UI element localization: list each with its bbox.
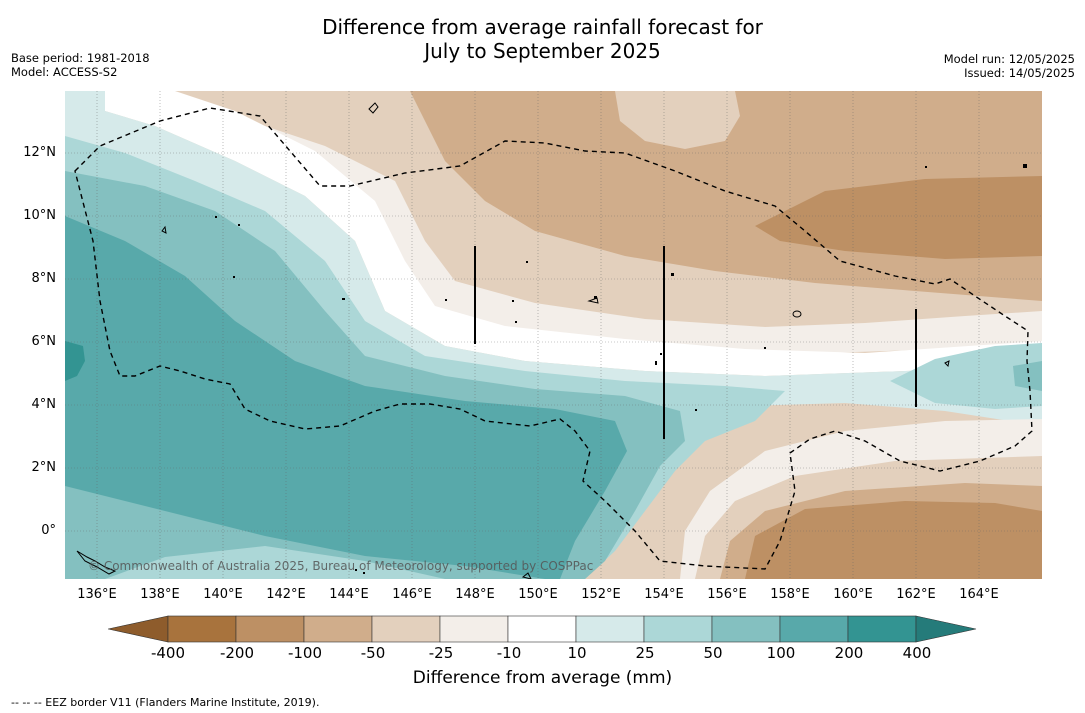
colorbar-title: Difference from average (mm) [412,668,673,688]
model-name: Model: ACCESS-S2 [11,65,118,79]
x-tick-label: 146°E [392,587,432,602]
colorbar-cell [303,615,373,643]
issued-date: Issued: 14/05/2025 [964,66,1075,80]
colorbar-cell [847,615,917,643]
colorbar-over-arrow [915,615,977,643]
wet-zone-50-east [1013,361,1042,391]
colorbar-cell [235,615,305,643]
x-tick-label: 138°E [140,587,180,602]
map-title-line1: Difference from average rainfall forecas… [322,15,763,39]
wet-zone-200 [65,341,85,381]
dry-zone-north-pocket [615,91,740,149]
y-tick-label: 12°N [23,145,56,160]
colorbar-label: 25 [635,644,655,662]
colorbar-cell [167,615,237,643]
island-outlines [76,102,950,579]
colorbar-label: -10 [496,644,522,662]
colorbar-cell [711,615,781,643]
x-tick-label: 158°E [770,587,810,602]
dry-zone-200 [755,176,1042,259]
x-tick-label: 148°E [455,587,495,602]
eez-legend-note: -- -- -- EEZ border V11 (Flanders Marine… [11,696,320,709]
x-tick-label: 164°E [959,587,999,602]
x-tick-label: 144°E [329,587,369,602]
copyright-notice: © Commonwealth of Australia 2025, Bureau… [88,559,594,573]
colorbar-cell [779,615,849,643]
y-tick-label: 10°N [23,208,56,223]
colorbar-under-arrow [108,615,169,643]
wet-zone-100 [65,216,627,579]
colorbar-label: -400 [150,644,186,662]
colorbar-cell [371,615,441,643]
island-dots [215,164,1027,574]
colorbar-label: 400 [902,644,932,662]
colorbar-cell [507,615,577,643]
base-period: Base period: 1981-2018 [11,51,150,65]
x-tick-label: 162°E [896,587,936,602]
y-tick-label: 0° [41,523,56,538]
wet-zone-25-east [890,343,1042,409]
colorbar-label: 10 [567,644,587,662]
y-tick-label: 8°N [31,271,57,286]
y-tick-label: 2°N [31,460,57,475]
colorbar-label: 50 [703,644,723,662]
colorbar [108,615,977,643]
colorbar-cell [575,615,645,643]
colorbar-label: -100 [287,644,323,662]
x-tick-label: 154°E [644,587,684,602]
y-tick-label: 6°N [31,334,57,349]
colorbar-label: 100 [766,644,796,662]
colorbar-label: 200 [834,644,864,662]
colorbar-cell [439,615,509,643]
dry-zone-se-200 [745,501,1042,579]
x-tick-label: 136°E [77,587,117,602]
neutral-band [105,91,1042,376]
colorbar-cell [643,615,713,643]
model-run: Model run: 12/05/2025 [943,52,1075,66]
map-title-line2: July to September 2025 [424,39,661,63]
x-tick-label: 150°E [518,587,558,602]
x-tick-label: 156°E [707,587,747,602]
y-tick-label: 4°N [31,397,57,412]
colorbar-label: -50 [360,644,386,662]
x-tick-label: 142°E [266,587,306,602]
colorbar-label: -25 [428,644,454,662]
x-tick-label: 140°E [203,587,243,602]
x-tick-label: 152°E [581,587,621,602]
x-tick-label: 160°E [833,587,873,602]
wet-zone-50-sw [105,546,445,579]
colorbar-label: -200 [219,644,255,662]
rainfall-map [65,91,1042,579]
dry-zone-25 [245,121,1042,353]
